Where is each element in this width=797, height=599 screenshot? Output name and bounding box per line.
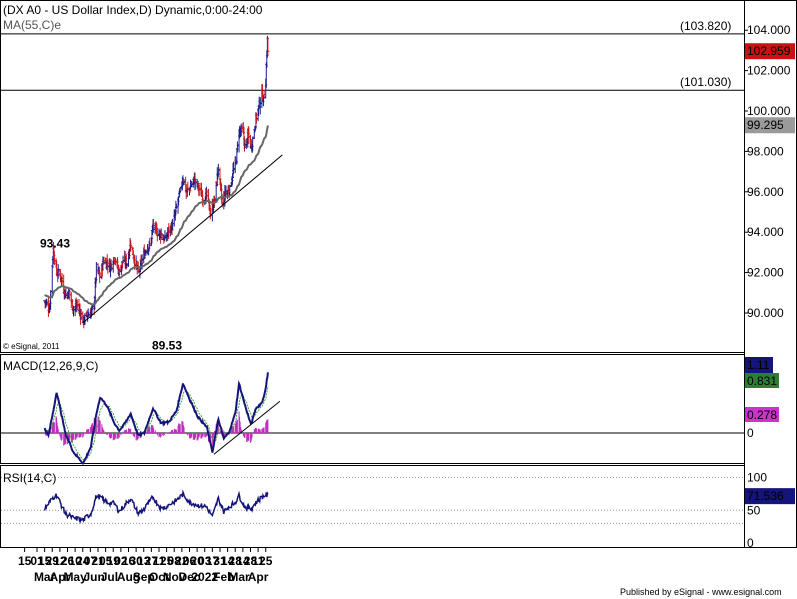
x-day-label: 08 xyxy=(168,554,182,568)
signal-value: 0.831 xyxy=(747,374,777,388)
x-day-label: 05 xyxy=(99,554,113,568)
x-day-label: 27 xyxy=(145,554,159,568)
histogram-value-badge xyxy=(745,407,779,422)
rsi-series xyxy=(1,477,744,525)
x-day-label: 03 xyxy=(198,554,212,568)
x-day-label: 07 xyxy=(84,554,98,568)
x-month-label: May xyxy=(63,570,87,584)
x-day-label: 10 xyxy=(68,554,82,568)
level-label: (101.030) xyxy=(680,75,731,89)
x-day-label: 11 xyxy=(153,554,166,568)
x-month-label: Nov xyxy=(163,570,186,584)
annotation-high: 93.43 xyxy=(40,237,70,251)
x-month-label: Oct xyxy=(149,570,169,584)
rsi-tick-label: 0 xyxy=(747,536,754,550)
price-series: (103.820) (101.030) 93.43 89.53 xyxy=(1,19,744,352)
x-day-label: 02 xyxy=(114,554,128,568)
macd-line xyxy=(43,372,269,465)
macd-value: 1.11 xyxy=(747,358,770,372)
x-month-label: Apr xyxy=(50,570,71,584)
price-tick-label: 104.000 xyxy=(747,23,791,37)
x-day-label: 16 xyxy=(122,554,136,568)
price-tick-label: 98.000 xyxy=(747,144,784,158)
price-tick-label: 94.000 xyxy=(747,225,784,239)
x-day-label: 01 xyxy=(30,554,44,568)
rsi-tick-label: 100 xyxy=(747,471,767,485)
level-label: (103.820) xyxy=(680,19,731,33)
x-month-label: Jul xyxy=(101,570,118,584)
moving-average-line xyxy=(44,125,269,306)
macd-trendline xyxy=(213,400,281,455)
rsi-value-badge xyxy=(745,488,795,505)
x-day-label: 20 xyxy=(190,554,204,568)
x-day-label: 29 xyxy=(46,554,60,568)
macd-panel xyxy=(0,354,745,464)
price-tick-label: 92.000 xyxy=(747,266,784,280)
x-day-label: 24 xyxy=(76,554,90,568)
x-day-label: 17 xyxy=(206,554,220,568)
ma-last-value: 99.295 xyxy=(747,118,784,132)
x-month-label: Jun xyxy=(84,570,105,584)
ma-label: MA(55,C)e xyxy=(3,18,61,32)
x-day-label: 31 xyxy=(213,554,227,568)
histogram-value: 0.278 xyxy=(747,408,777,422)
x-axis: 15 01152912261024072105190216301327112508… xyxy=(18,548,273,584)
price-bar xyxy=(159,228,163,240)
x-day-label: 19 xyxy=(107,554,121,568)
x-day-label: 12 xyxy=(53,554,67,568)
x-day-label: 14 xyxy=(236,554,250,568)
trendline xyxy=(82,154,283,323)
price-tick-label: 102.000 xyxy=(747,64,791,78)
x-day-label: 13 xyxy=(137,554,151,568)
signal-value-badge xyxy=(745,373,779,388)
macd-zero-label: 0 xyxy=(747,426,754,440)
x-day-label: 22 xyxy=(175,554,189,568)
x-day-label: 06 xyxy=(183,554,197,568)
x-day-label: 28 xyxy=(229,554,243,568)
ma-last-badge xyxy=(745,117,795,134)
price-bar xyxy=(193,172,197,191)
price-bar xyxy=(266,38,270,57)
x-day-label: 25 xyxy=(160,554,174,568)
x-day-label: 14 xyxy=(221,554,235,568)
x-month-label: Mar xyxy=(228,570,250,584)
price-bar xyxy=(265,35,269,58)
x-month-label: Sep xyxy=(133,570,155,584)
publisher-text: Published by eSignal - www.esignal.com xyxy=(620,587,782,597)
macd-label: MACD(12,26,9,C) xyxy=(3,359,98,373)
x-month-label: 2022 xyxy=(191,570,218,584)
price-tick-label: 96.000 xyxy=(747,185,784,199)
price-panel xyxy=(0,0,745,353)
macd-series xyxy=(1,372,744,465)
x-month-label: Dec xyxy=(178,570,200,584)
x-month-label: Aug xyxy=(117,570,140,584)
x-day-label: 30 xyxy=(129,554,143,568)
x-day-label: 28 xyxy=(244,554,258,568)
last-price-value: 102.959 xyxy=(747,44,791,58)
macd-value-badge xyxy=(745,357,773,373)
chart-title: (DX A0 - US Dollar Index,D) Dynamic,0:00… xyxy=(3,3,263,17)
copyright: © eSignal, 2011 xyxy=(3,342,60,351)
rsi-label: RSI(14,C) xyxy=(3,471,56,485)
x-month-label: Feb xyxy=(213,570,234,584)
rsi-value: 71.536 xyxy=(747,489,784,503)
annotation-low: 89.53 xyxy=(152,338,182,352)
x-day-label: 15 xyxy=(38,554,52,568)
x-day-label: 26 xyxy=(61,554,75,568)
rsi-tick-label: 50 xyxy=(747,503,761,517)
price-tick-label: 100.000 xyxy=(747,104,791,118)
price-tick-label: 90.000 xyxy=(747,306,784,320)
price-bar xyxy=(129,240,133,252)
price-scale: 104.000 102.000 100.000 98.000 96.000 94.000 9… xyxy=(744,23,795,550)
last-price-badge xyxy=(745,43,795,60)
rsi-line xyxy=(43,489,269,525)
x-day-label: 25 xyxy=(259,554,273,568)
x-month-label: Mar xyxy=(34,570,56,584)
x-day-label: 11 xyxy=(252,554,265,568)
x-day-label: 21 xyxy=(91,554,105,568)
x-month-label: Apr xyxy=(248,570,269,584)
x-day-label: 15 xyxy=(18,554,32,568)
